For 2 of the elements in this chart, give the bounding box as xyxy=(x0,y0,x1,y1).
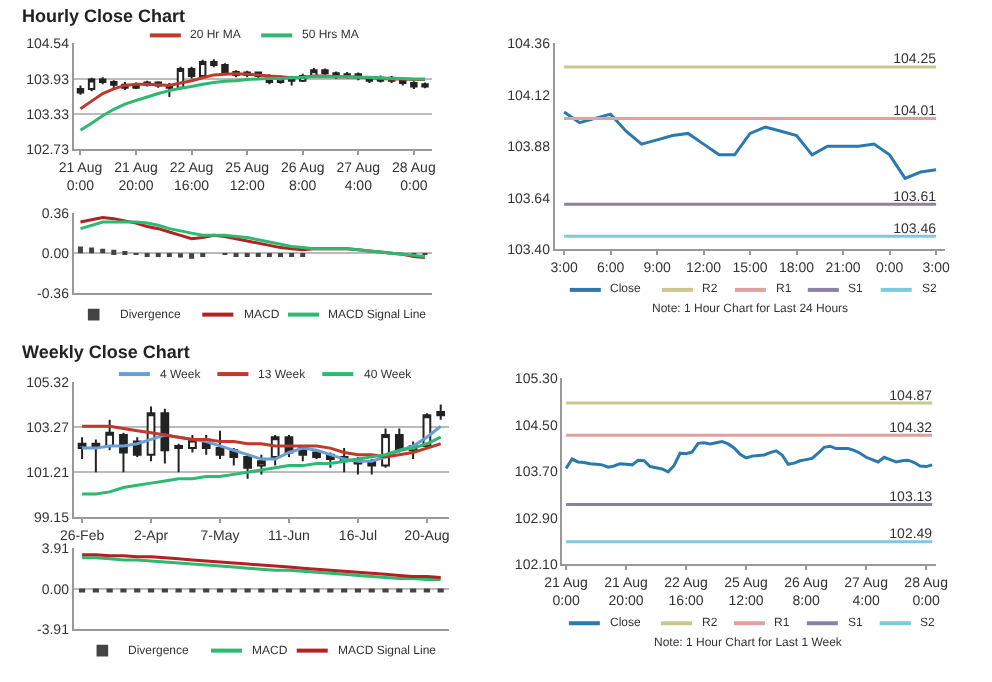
chart-title: Weekly Close Chart xyxy=(22,342,190,362)
chart-title: Hourly Close Chart xyxy=(22,6,186,26)
